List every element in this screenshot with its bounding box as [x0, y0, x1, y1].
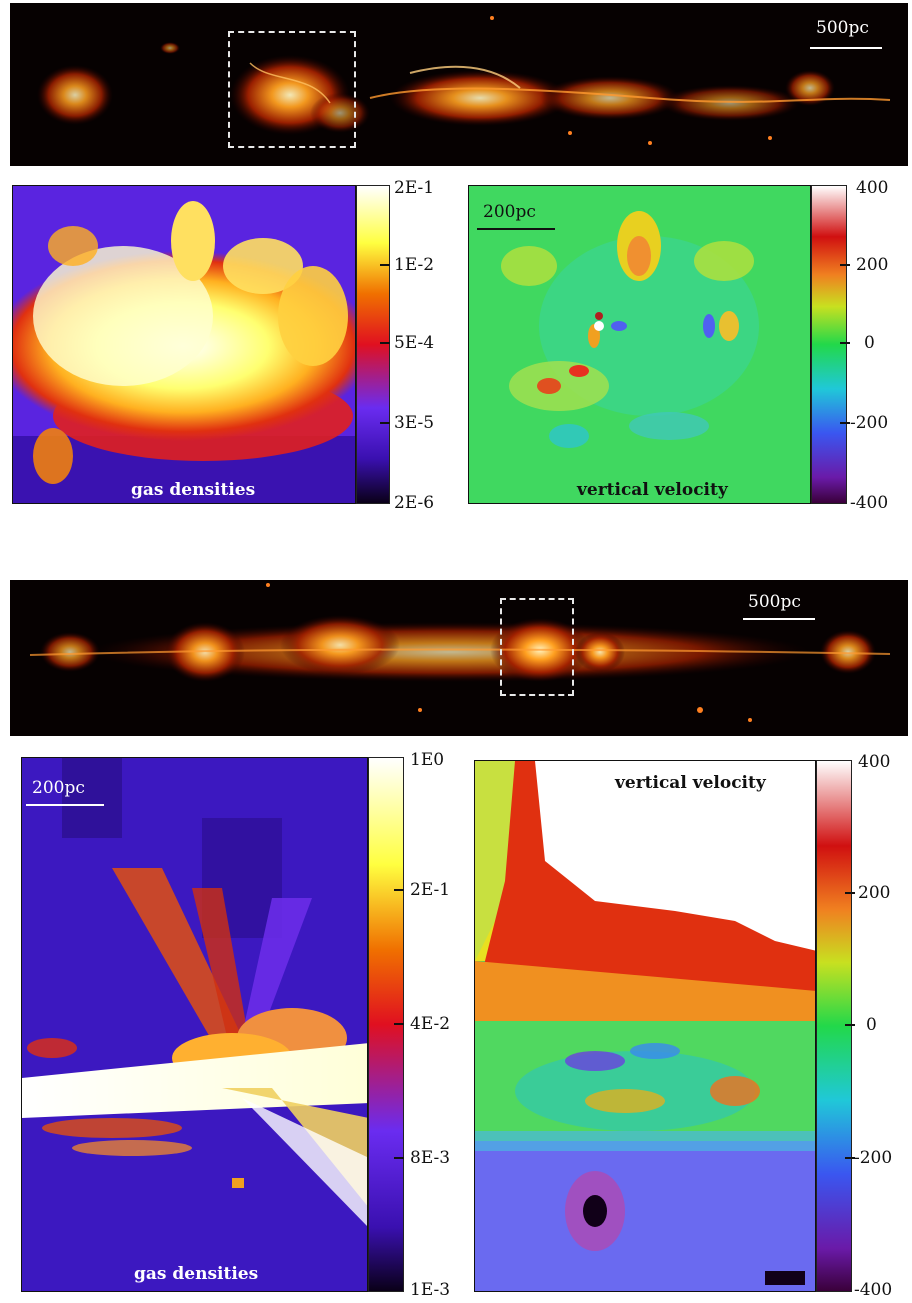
top-density-image: [13, 186, 355, 503]
top-density-panel: gas densities: [12, 185, 356, 504]
colorbar-tick-label: 8E-3: [410, 1148, 451, 1168]
colorbar-tick-label: 200: [856, 255, 889, 275]
colorbar-tick: [840, 342, 850, 344]
colorbar-tick-label: 1E-3: [410, 1280, 451, 1300]
colorbar-tick: [840, 422, 850, 424]
colorbar-tick: [380, 264, 390, 266]
colorbar-tick-label: 1E-2: [394, 255, 435, 275]
strip-scale-label: 500pc: [748, 592, 801, 612]
velocity-label: vertical velocity: [577, 480, 728, 500]
colorbar-tick: [394, 1157, 404, 1159]
bottom-galaxy-strip: 500pc: [10, 580, 908, 736]
colorbar-tick-label: 0: [866, 1015, 877, 1035]
colorbar-tick-label: 5E-4: [394, 333, 435, 353]
colorbar-tick-label: 2E-1: [410, 880, 451, 900]
top-galaxy-strip: 500pc: [10, 3, 908, 166]
colorbar-tick: [380, 342, 390, 344]
top-velocity-panel: 200pc vertical velocity: [468, 185, 811, 504]
colorbar-tick-label: 400: [858, 752, 891, 772]
top-density-colorbar: [356, 185, 390, 504]
strip-scale-label: 500pc: [816, 18, 869, 38]
colorbar-tick-label: -200: [850, 413, 889, 433]
bottom-velocity-colorbar: [816, 760, 852, 1292]
density-scale-label: 200pc: [32, 778, 85, 798]
colorbar-tick: [380, 422, 390, 424]
colorbar-tick-label: -400: [850, 493, 889, 513]
top-velocity-image: [469, 186, 810, 503]
velocity-label: vertical velocity: [615, 773, 766, 793]
strip-scale-bar: [810, 47, 882, 49]
colorbar-tick: [394, 1023, 404, 1025]
colorbar-tick: [845, 1024, 855, 1026]
density-label: gas densities: [131, 480, 256, 500]
strip-scale-bar: [743, 618, 815, 620]
colorbar-tick-label: -200: [854, 1148, 893, 1168]
top-velocity-colorbar: [811, 185, 847, 504]
density-scale-bar: [26, 804, 104, 806]
bottom-density-image: [22, 758, 367, 1291]
zoom-region-box: [228, 31, 356, 148]
bottom-density-panel: 200pc gas densities: [21, 757, 368, 1292]
colorbar-tick: [840, 264, 850, 266]
velocity-scale-label: 200pc: [483, 202, 536, 222]
density-label: gas densities: [134, 1264, 259, 1284]
colorbar-tick-label: 200: [858, 883, 891, 903]
colorbar-tick-label: -400: [854, 1280, 893, 1300]
top-strip-image: [10, 3, 908, 166]
colorbar-tick-label: 4E-2: [410, 1014, 451, 1034]
colorbar-tick-label: 400: [856, 178, 889, 198]
colorbar-tick-label: 1E0: [410, 750, 445, 770]
colorbar-tick-label: 0: [864, 333, 875, 353]
bottom-velocity-image: [475, 761, 815, 1291]
colorbar-tick: [845, 1157, 855, 1159]
bottom-velocity-panel: vertical velocity: [474, 760, 816, 1292]
velocity-scale-bar: [477, 228, 555, 230]
colorbar-tick: [394, 889, 404, 891]
colorbar-tick-label: 2E-1: [394, 178, 435, 198]
bottom-strip-image: [10, 580, 908, 736]
colorbar-tick: [845, 892, 855, 894]
colorbar-tick-label: 3E-5: [394, 413, 435, 433]
colorbar-tick-label: 2E-6: [394, 493, 435, 513]
zoom-region-box: [500, 598, 574, 696]
